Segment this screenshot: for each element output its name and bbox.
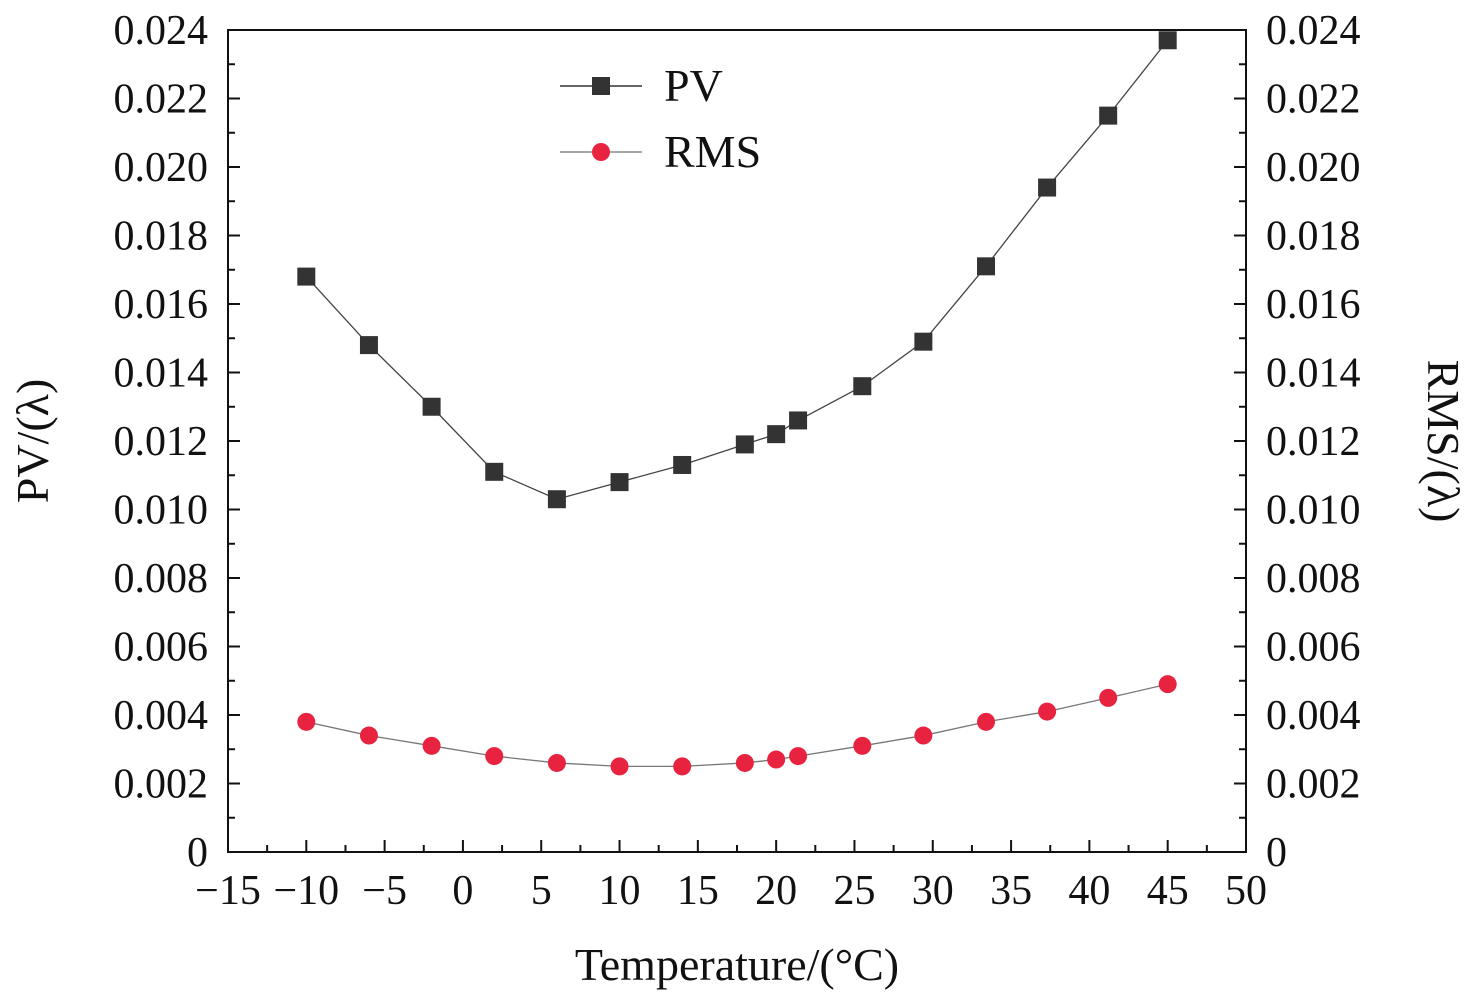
legend-label-rms: RMS bbox=[664, 126, 761, 177]
y-left-tick-label: 0.018 bbox=[114, 214, 209, 260]
data-point-pv bbox=[977, 257, 996, 276]
data-point-pv bbox=[610, 473, 629, 492]
legend-label-pv: PV bbox=[664, 60, 723, 111]
x-tick-label: 15 bbox=[677, 868, 719, 914]
data-point-rms bbox=[853, 736, 872, 755]
x-axis: −15 −10 −5 0 5 10 15 20 25 30 35 40 45 50 bbox=[195, 840, 1267, 914]
data-point-pv bbox=[673, 455, 692, 474]
data-point-rms bbox=[735, 753, 754, 772]
legend-marker-rms bbox=[592, 143, 610, 161]
x-tick-label: 20 bbox=[755, 868, 797, 914]
y-left-tick-label: 0.004 bbox=[114, 693, 209, 739]
data-point-pv bbox=[547, 490, 566, 509]
y-right-tick-label: 0.022 bbox=[1266, 77, 1361, 123]
data-point-pv bbox=[767, 425, 786, 444]
y-right-tick-label: 0.004 bbox=[1266, 693, 1361, 739]
y-right-tick-label: 0.012 bbox=[1266, 419, 1361, 465]
y-left-tick-label: 0.012 bbox=[114, 419, 209, 465]
y-left-tick-label: 0.010 bbox=[114, 488, 209, 534]
y-left-tick-label: 0.020 bbox=[114, 145, 209, 191]
y-right-tick-label: 0.020 bbox=[1266, 145, 1361, 191]
y-left-tick-label: 0.002 bbox=[114, 762, 209, 808]
y-left-tick-label: 0.006 bbox=[114, 625, 209, 671]
x-tick-label: 45 bbox=[1147, 868, 1189, 914]
series-layer bbox=[297, 31, 1177, 776]
series-line-rms bbox=[306, 683, 1168, 768]
y-left-tick-label: 0.024 bbox=[114, 8, 209, 54]
x-tick-label: 5 bbox=[531, 868, 552, 914]
legend: PV RMS bbox=[560, 60, 761, 177]
data-point-rms bbox=[547, 753, 566, 772]
data-point-rms bbox=[1158, 675, 1177, 694]
y-right-tick-label: 0.002 bbox=[1266, 762, 1361, 808]
y-left-tick-label: 0.016 bbox=[114, 282, 209, 328]
data-point-rms bbox=[297, 712, 316, 731]
legend-item-pv: PV bbox=[560, 60, 723, 111]
data-point-rms bbox=[1038, 702, 1057, 721]
y-right-tick-label: 0.014 bbox=[1266, 351, 1361, 397]
data-point-pv bbox=[1099, 106, 1118, 125]
data-point-rms bbox=[673, 757, 692, 776]
x-tick-label: −5 bbox=[362, 868, 407, 914]
x-tick-label: 10 bbox=[599, 868, 641, 914]
data-point-rms bbox=[422, 736, 441, 755]
data-point-rms bbox=[1099, 688, 1118, 707]
y-right-tick-label: 0.016 bbox=[1266, 282, 1361, 328]
y-left-tick-label: 0.008 bbox=[114, 556, 209, 602]
data-point-rms bbox=[977, 712, 996, 731]
y-left-tick-label: 0.014 bbox=[114, 351, 209, 397]
data-point-pv bbox=[1158, 31, 1177, 50]
x-axis-title: Temperature/(°C) bbox=[575, 939, 899, 990]
y-right-tick-label: 0.008 bbox=[1266, 556, 1361, 602]
data-point-rms bbox=[359, 726, 378, 745]
x-tick-label: 50 bbox=[1225, 868, 1267, 914]
y-axis-left: 0 0.002 0.004 0.006 0.008 0.010 0.012 0.014 0.01… bbox=[114, 8, 240, 876]
x-tick-label: −10 bbox=[273, 868, 339, 914]
x-tick-label: 25 bbox=[833, 868, 875, 914]
data-point-rms bbox=[914, 726, 933, 745]
data-point-rms bbox=[789, 747, 808, 766]
data-point-pv bbox=[1038, 178, 1057, 197]
y-left-tick-label: 0.022 bbox=[114, 77, 209, 123]
y-right-tick-label: 0.018 bbox=[1266, 214, 1361, 260]
data-point-rms bbox=[767, 750, 786, 769]
y-axis-right-title: RMS/(λ) bbox=[1418, 360, 1469, 523]
data-point-pv bbox=[735, 435, 754, 454]
x-tick-label: 40 bbox=[1068, 868, 1110, 914]
x-tick-label: 30 bbox=[912, 868, 954, 914]
x-tick-label: 35 bbox=[990, 868, 1032, 914]
y-right-tick-label: 0.024 bbox=[1266, 8, 1361, 54]
data-point-pv bbox=[789, 411, 808, 430]
x-tick-label: 0 bbox=[452, 868, 473, 914]
data-point-pv bbox=[914, 332, 933, 351]
data-point-rms bbox=[485, 747, 504, 766]
legend-marker-pv bbox=[592, 77, 610, 95]
series-line-pv bbox=[305, 39, 1169, 500]
data-point-pv bbox=[297, 267, 316, 286]
y-right-tick-label: 0 bbox=[1266, 830, 1287, 876]
y-left-tick-label: 0 bbox=[187, 830, 208, 876]
y-axis-left-title: PV/(λ) bbox=[7, 379, 58, 504]
x-tick-label: −15 bbox=[195, 868, 261, 914]
data-point-pv bbox=[359, 336, 378, 355]
data-point-pv bbox=[853, 377, 872, 396]
data-point-rms bbox=[610, 757, 629, 776]
y-right-tick-label: 0.006 bbox=[1266, 625, 1361, 671]
y-axis-right: 0 0.002 0.004 0.006 0.008 0.010 0.012 0.014 0.01… bbox=[1234, 8, 1361, 876]
y-right-tick-label: 0.010 bbox=[1266, 488, 1361, 534]
data-point-pv bbox=[422, 397, 441, 416]
legend-item-rms: RMS bbox=[560, 126, 761, 177]
data-point-pv bbox=[485, 462, 504, 481]
